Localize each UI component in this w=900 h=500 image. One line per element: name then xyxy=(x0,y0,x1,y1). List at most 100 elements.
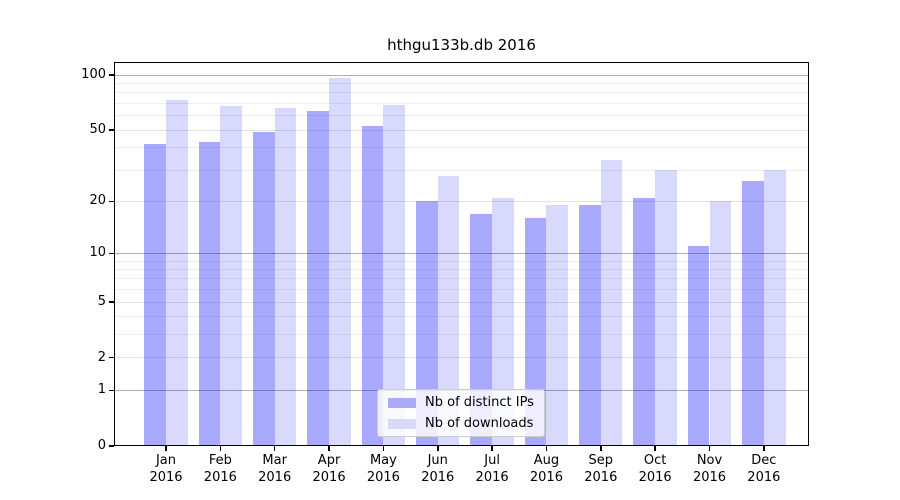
bar-downloads-jul xyxy=(492,197,514,446)
bar-distinct-ips-oct xyxy=(633,197,656,446)
legend-row: Nb of downloads xyxy=(388,415,544,432)
x-tick-label-dec: Dec 2016 xyxy=(722,452,806,486)
x-tick-year: 2016 xyxy=(312,470,346,485)
x-tick-label-jun: Jun 2016 xyxy=(396,452,480,486)
x-tick-month: Oct xyxy=(643,453,667,468)
x-tick-month: May xyxy=(369,453,397,468)
gridline-y-8 xyxy=(114,268,809,270)
y-tick-50 xyxy=(109,129,114,131)
x-tick-label-mar: Mar 2016 xyxy=(233,452,317,486)
x-tick-year: 2016 xyxy=(149,470,183,485)
bar-distinct-ips-may xyxy=(361,125,384,446)
bar-downloads-apr xyxy=(329,78,351,446)
bar-downloads-feb xyxy=(220,105,243,446)
x-tick-month: Jun xyxy=(427,453,448,468)
chart-title: hthgu133b.db 2016 xyxy=(387,36,536,54)
bar-distinct-ips-feb xyxy=(198,142,221,446)
y-tick-2 xyxy=(109,356,114,359)
legend-swatch-downloads xyxy=(388,418,416,429)
bar-downloads-dec xyxy=(763,170,786,446)
gridline-y-70 xyxy=(114,103,809,105)
gridline-y-9 xyxy=(114,260,809,262)
bar-downloads-aug xyxy=(546,205,569,446)
y-tick-5 xyxy=(109,301,114,303)
x-tick-jan xyxy=(165,446,167,451)
y-tick-1 xyxy=(109,389,114,392)
bar-distinct-ips-jul xyxy=(470,213,493,446)
gridline-y-20 xyxy=(114,200,809,202)
x-tick-month: Nov xyxy=(696,453,723,468)
bar-downloads-mar xyxy=(274,108,297,446)
x-tick-label-sep: Sep 2016 xyxy=(559,452,643,486)
gridline-y-50 xyxy=(114,129,809,131)
x-tick-oct xyxy=(654,446,656,451)
x-tick-sep xyxy=(600,446,602,451)
x-tick-may xyxy=(382,446,385,451)
y-tick-20 xyxy=(109,200,114,203)
bar-distinct-ips-dec xyxy=(742,181,764,446)
x-tick-jul xyxy=(491,446,493,451)
x-tick-month: Dec xyxy=(751,453,777,468)
gridline-y-10 xyxy=(114,252,809,254)
bar-distinct-ips-jan xyxy=(144,143,166,446)
x-tick-label-nov: Nov 2016 xyxy=(668,452,752,486)
x-tick-label-jan: Jan 2016 xyxy=(124,452,208,486)
x-tick-apr xyxy=(328,446,330,451)
x-tick-label-aug: Aug 2016 xyxy=(504,452,588,486)
x-tick-year: 2016 xyxy=(203,470,237,485)
gridline-y-2 xyxy=(114,357,809,359)
bar-downloads-jun xyxy=(437,175,460,446)
x-tick-year: 2016 xyxy=(475,470,509,485)
x-tick-month: Sep xyxy=(588,453,614,468)
x-tick-month: Feb xyxy=(208,453,232,468)
plot-area xyxy=(114,62,809,446)
bar-distinct-ips-sep xyxy=(579,205,601,446)
y-tick-label-0: 0 xyxy=(97,438,106,453)
x-tick-label-feb: Feb 2016 xyxy=(178,452,262,486)
x-tick-label-jul: Jul 2016 xyxy=(450,452,534,486)
gridline-y-40 xyxy=(114,147,809,149)
x-tick-feb xyxy=(219,446,222,451)
x-tick-year: 2016 xyxy=(366,470,400,485)
x-tick-aug xyxy=(545,446,548,451)
x-tick-mar xyxy=(273,446,276,451)
bar-distinct-ips-nov xyxy=(687,246,710,446)
x-tick-year: 2016 xyxy=(421,470,455,485)
gridline-y-5 xyxy=(114,301,809,303)
gridline-y-4 xyxy=(114,316,809,318)
bar-downloads-jan xyxy=(166,100,188,446)
gridline-y-7 xyxy=(114,278,809,280)
x-tick-month: Aug xyxy=(533,453,560,468)
gridline-y-100 xyxy=(114,74,809,76)
gridline-y-60 xyxy=(114,115,809,117)
x-tick-year: 2016 xyxy=(584,470,618,485)
x-tick-dec xyxy=(763,446,765,451)
bar-distinct-ips-mar xyxy=(253,131,275,446)
y-tick-label-10: 10 xyxy=(89,245,106,261)
x-tick-year: 2016 xyxy=(692,470,727,485)
y-tick-label-2: 2 xyxy=(97,349,106,365)
bar-distinct-ips-jun xyxy=(416,201,438,446)
gridline-y-80 xyxy=(114,92,809,94)
y-tick-label-1: 1 xyxy=(97,382,106,398)
x-tick-month: Mar xyxy=(262,453,287,468)
gridline-y-90 xyxy=(114,83,809,85)
x-tick-year: 2016 xyxy=(638,470,672,485)
x-tick-jun xyxy=(437,446,439,451)
gridline-y-6 xyxy=(114,289,809,291)
gridline-y-3 xyxy=(114,334,809,336)
y-tick-label-5: 5 xyxy=(97,294,106,310)
y-tick-100 xyxy=(109,74,114,76)
x-tick-year: 2016 xyxy=(747,470,781,485)
x-tick-label-oct: Oct 2016 xyxy=(613,452,697,486)
x-tick-year: 2016 xyxy=(258,470,292,485)
y-tick-label-20: 20 xyxy=(89,193,106,209)
y-tick-10 xyxy=(109,252,114,255)
gridline-y-30 xyxy=(114,169,809,171)
x-tick-nov xyxy=(708,446,711,451)
x-tick-label-may: May 2016 xyxy=(341,452,425,486)
bar-downloads-sep xyxy=(600,160,623,446)
legend-swatch-distinct-ips xyxy=(388,397,416,408)
legend: Nb of distinct IPs Nb of downloads xyxy=(377,389,545,437)
